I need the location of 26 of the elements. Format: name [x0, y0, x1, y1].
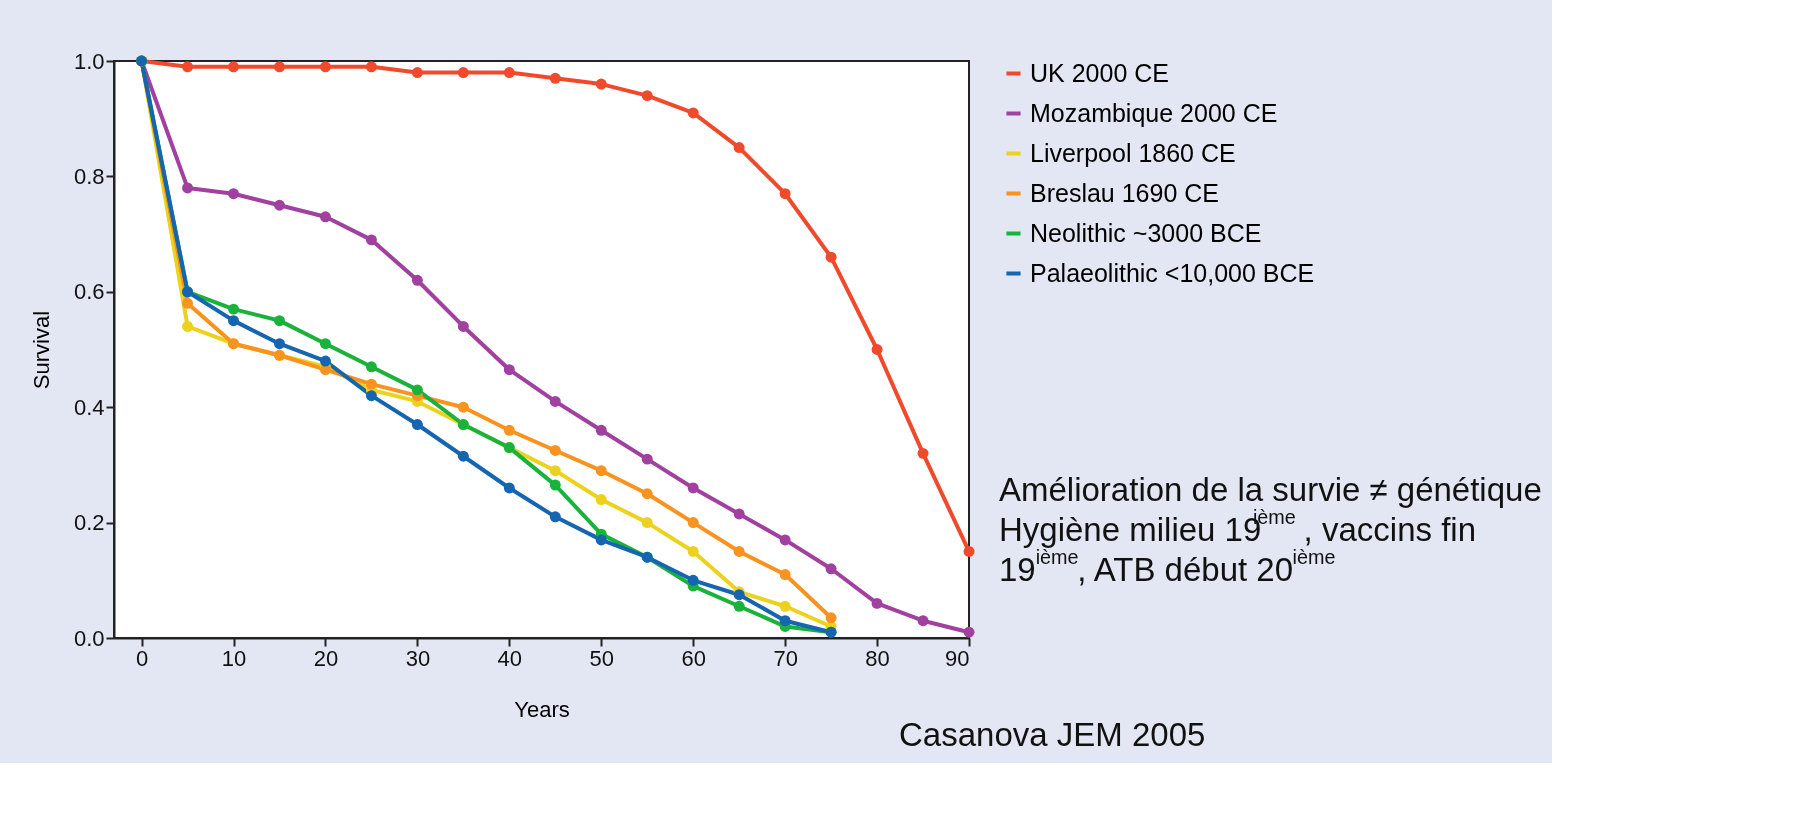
y-tick-label: 0.4	[73, 394, 105, 420]
legend-label: Liverpool 1860 CE	[1030, 138, 1236, 167]
text: Amélioration de la survie ≠ génétique	[999, 471, 1542, 508]
x-tick-label: 30	[405, 645, 431, 671]
x-tick-label: 0	[135, 645, 149, 671]
text: Casanova JEM 2005	[899, 716, 1206, 753]
legend-label: Breslau 1690 CE	[1030, 178, 1220, 207]
x-tick-label: 50	[589, 645, 614, 671]
y-tick-label: 0.2	[73, 510, 105, 536]
legend-label: Neolithic ~3000 BCE	[1030, 218, 1262, 247]
x-tick-label: 10	[221, 645, 247, 671]
legend-label: Mozambique 2000 CE	[1030, 98, 1278, 127]
x-axis-title: Years	[514, 696, 570, 722]
legend-label: Palaeolithic <10,000 BCE	[1030, 258, 1315, 287]
x-tick-label: 60	[681, 645, 706, 671]
y-tick-label: 0.0	[73, 625, 105, 651]
x-tick-label: 80	[865, 645, 890, 671]
y-axis-title: Survival	[28, 310, 54, 390]
y-tick-label: 0.6	[73, 279, 105, 305]
x-tick-label: 40	[497, 645, 523, 671]
x-tick-label: 90	[945, 645, 970, 671]
x-tick-label: 70	[773, 645, 798, 671]
y-tick-label: 1.0	[73, 48, 105, 74]
y-tick-label: 0.8	[73, 163, 105, 189]
x-tick-label: 20	[313, 645, 339, 671]
legend-label: UK 2000 CE	[1030, 58, 1169, 87]
